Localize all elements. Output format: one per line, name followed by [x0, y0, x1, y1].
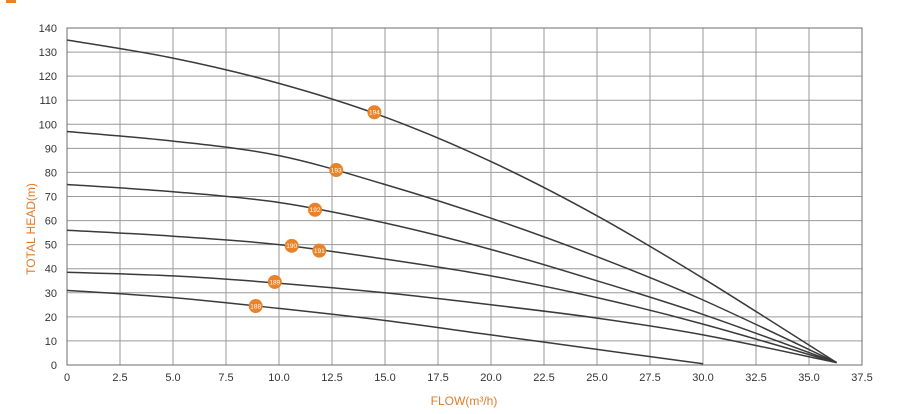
curve-label-188: 188 [248, 299, 263, 314]
legend-marker [6, 0, 16, 3]
curve-190 [66, 229, 837, 364]
curve-label-190: 190 [284, 238, 299, 253]
x-tick-label: 22.5 [533, 372, 554, 384]
y-tick-label: 70 [45, 192, 57, 204]
curve-188 [66, 289, 704, 365]
x-tick-label: 7.5 [218, 372, 233, 384]
y-tick-label: 40 [45, 264, 57, 276]
x-tick-label: 0 [64, 372, 70, 384]
curve-189 [66, 271, 837, 364]
x-tick-label: 30.0 [692, 372, 713, 384]
x-tick-label: 37.5 [851, 372, 872, 384]
x-tick-label: 20.0 [480, 372, 501, 384]
x-tick-label: 27.5 [639, 372, 660, 384]
curve-label-text: 189 [269, 279, 280, 286]
y-tick-label: 20 [45, 312, 57, 324]
y-tick-label: 30 [45, 288, 57, 300]
y-tick-label: 10 [45, 336, 57, 348]
y-tick-label: 100 [39, 119, 57, 131]
y-tick-label: 90 [45, 143, 57, 155]
curve-label-badge [329, 163, 344, 178]
x-axis-title: FLOW(m³/h) [431, 394, 498, 408]
x-tick-label: 32.5 [745, 372, 766, 384]
x-tick-label: 35.0 [798, 372, 819, 384]
y-tick-label: 60 [45, 216, 57, 228]
curve-label-badge [367, 105, 382, 120]
curve-label-badge [267, 274, 282, 289]
y-tick-label: 80 [45, 167, 57, 179]
curve-label-badge [248, 299, 263, 314]
curve-194 [66, 39, 837, 364]
x-tick-label: 15.0 [374, 372, 395, 384]
y-axis-title: TOTAL HEAD(m) [24, 183, 38, 275]
curve-label-text: 193 [331, 167, 342, 174]
y-tick-label: 110 [39, 95, 57, 107]
plot-frame [66, 27, 863, 366]
x-tick-label: 17.5 [427, 372, 448, 384]
curve-label-193: 193 [329, 163, 344, 178]
curve-label-text: 191 [314, 248, 325, 255]
x-tick-label: 12.5 [321, 372, 342, 384]
curve-label-191: 191 [312, 243, 327, 258]
y-tick-label: 140 [39, 23, 57, 35]
curve-193 [66, 130, 837, 364]
curve-label-text: 190 [286, 243, 297, 250]
y-tick-label: 50 [45, 240, 57, 252]
curve-label-text: 192 [310, 207, 321, 214]
y-tick-label: 120 [39, 71, 57, 83]
x-tick-label: 2.5 [112, 372, 127, 384]
curve-label-192: 192 [308, 202, 323, 217]
curve-label-text: 188 [250, 303, 261, 310]
curve-label-badge [308, 202, 323, 217]
curve-label-badge [284, 238, 299, 253]
x-tick-label: 10.0 [268, 372, 289, 384]
x-tick-label: 5.0 [165, 372, 180, 384]
y-tick-label: 0 [51, 360, 57, 372]
y-axis-ticks: 0 10 20 30 40 50 60 70 80 90 100 110 120 130 140 [39, 23, 57, 372]
x-axis-ticks: 0 2.5 5.0 7.5 10.0 12.5 15.0 17.5 20.0 22.5 25.0 27… [64, 372, 873, 384]
curve-labels: 194 193 192 190 191 189 188 [248, 105, 382, 314]
curve-label-194: 194 [367, 105, 382, 120]
x-tick-label: 25.0 [586, 372, 607, 384]
y-tick-label: 130 [39, 47, 57, 59]
curve-label-badge [312, 243, 327, 258]
curve-label-189: 189 [267, 274, 282, 289]
grid [66, 27, 863, 366]
curve-192 [66, 183, 837, 364]
curves [66, 39, 837, 365]
curve-label-text: 194 [369, 110, 380, 117]
